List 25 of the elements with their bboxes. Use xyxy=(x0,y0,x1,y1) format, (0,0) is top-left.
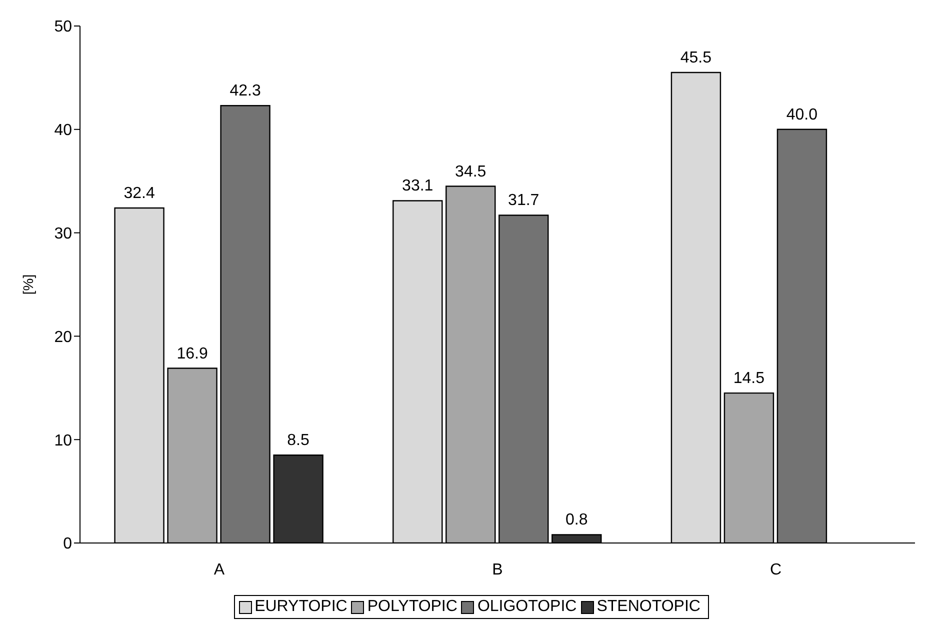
x-tick-label: C xyxy=(770,561,782,578)
y-tick-label: 0 xyxy=(63,536,72,553)
data-label: 14.5 xyxy=(733,370,765,388)
data-label: 33.1 xyxy=(402,178,434,195)
y-tick-label: 30 xyxy=(54,225,72,242)
data-label: 16.9 xyxy=(176,345,208,362)
legend-label: POLYTOPIC xyxy=(366,598,458,616)
y-tick-label: 50 xyxy=(54,18,72,36)
data-label: 34.5 xyxy=(455,163,486,180)
y-tick-label: 10 xyxy=(54,432,72,450)
legend-label: STENOTOPIC xyxy=(596,598,700,616)
data-label: 45.5 xyxy=(680,50,712,67)
x-tick-label: B xyxy=(492,561,503,578)
data-label: 31.7 xyxy=(508,192,540,210)
y-tick-label: 40 xyxy=(54,122,72,140)
data-label: 32.4 xyxy=(124,184,155,202)
data-label: 0.8 xyxy=(566,512,588,529)
y-axis-title: [%] xyxy=(20,274,36,295)
y-tick-label: 20 xyxy=(54,328,72,346)
x-tick-label: A xyxy=(214,561,225,578)
legend-label: OLIGOTOPIC xyxy=(476,598,577,616)
data-label: 8.5 xyxy=(287,432,310,450)
data-label: 40.0 xyxy=(786,106,818,124)
legend-label: EURYTOPIC xyxy=(254,598,348,616)
data-label: 42.3 xyxy=(230,82,261,100)
